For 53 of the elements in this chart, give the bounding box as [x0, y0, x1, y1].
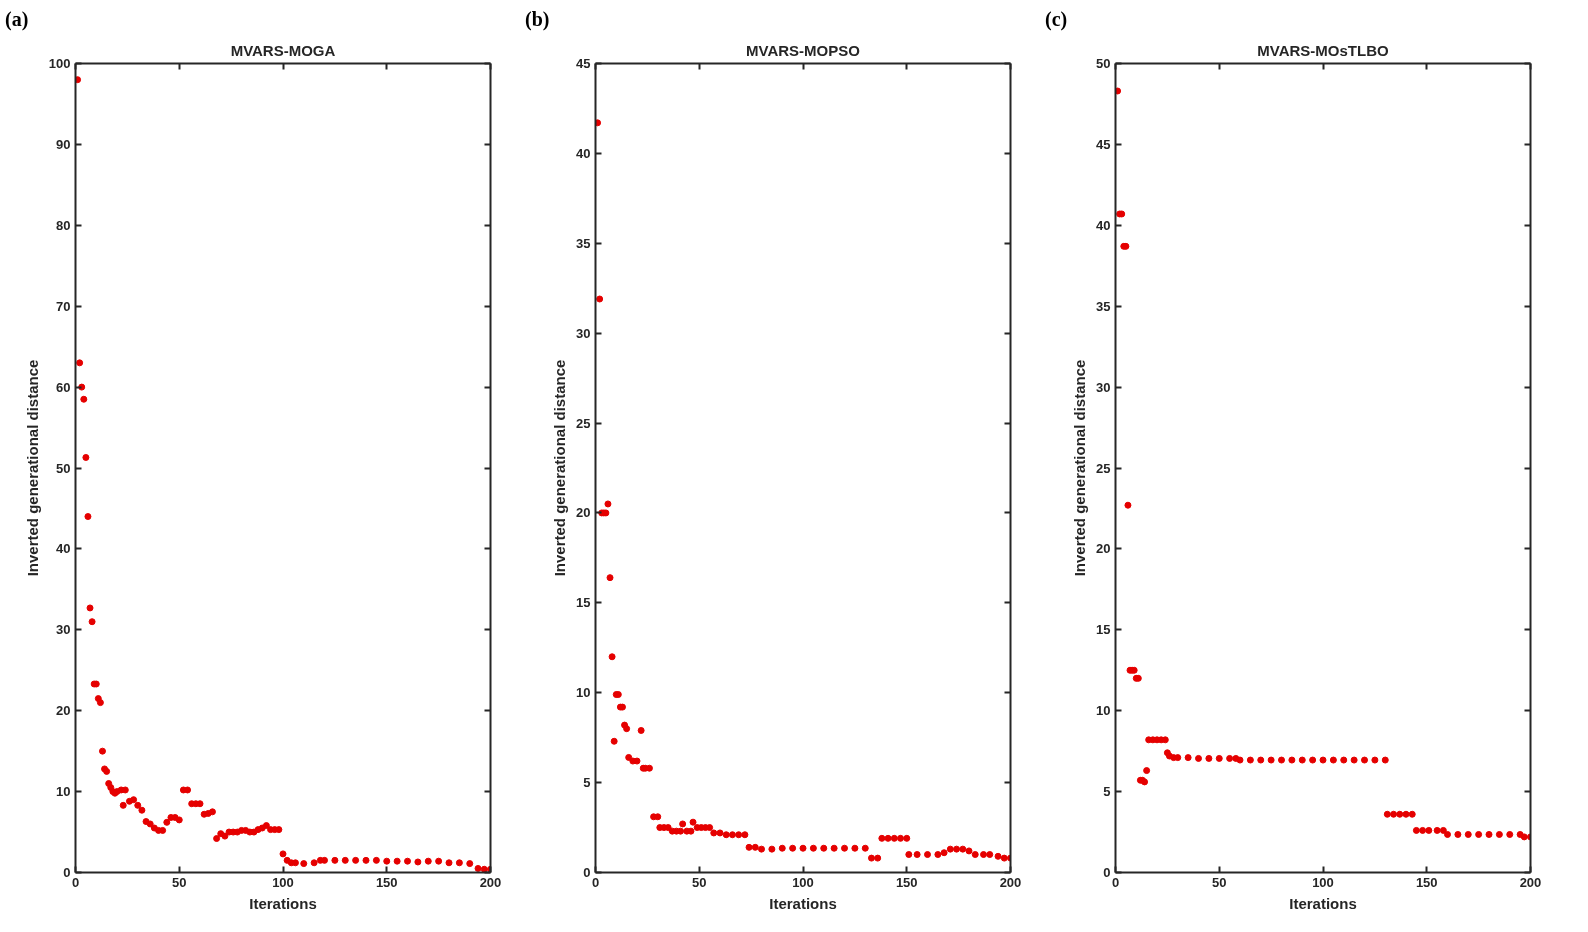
y-tick-label: 35	[576, 235, 591, 251]
y-tick-label: 10	[1096, 703, 1111, 719]
y-tick-label: 20	[56, 703, 71, 719]
y-axis-title: Inverted generational distance	[1071, 359, 1089, 577]
y-tick-label: 30	[576, 325, 591, 341]
x-tick-label: 200	[999, 874, 1022, 890]
y-tick-label: 10	[56, 784, 71, 800]
x-axis-title: Iterations	[769, 894, 837, 912]
y-tick-label: 90	[56, 136, 71, 152]
y-tick-label: 60	[56, 379, 71, 395]
text: (c)	[1045, 7, 1068, 33]
y-tick-label: 50	[56, 460, 71, 476]
y-tick-label: 30	[1096, 379, 1111, 395]
chart-title: MVARS-MOsTLBO	[1257, 41, 1390, 59]
x-tick-label: 100	[792, 874, 814, 890]
x-axis-title: Iterations	[1289, 894, 1357, 912]
x-tick-label: 50	[692, 874, 707, 890]
x-axis-title: Iterations	[249, 894, 317, 912]
text: (b)	[525, 7, 550, 33]
y-tick-label: 45	[576, 56, 591, 71]
y-tick-label: 15	[1096, 622, 1111, 638]
y-tick-label: 70	[56, 298, 71, 314]
x-tick-label: 150	[1415, 874, 1438, 890]
y-tick-label: 40	[1096, 217, 1111, 233]
x-tick-label: 150	[895, 874, 918, 890]
y-tick-label: 50	[1096, 56, 1111, 71]
y-tick-label: 80	[56, 217, 71, 233]
y-tick-label: 5	[1103, 784, 1111, 800]
y-axis-title: Inverted generational distance	[23, 359, 41, 577]
y-tick-label: 15	[576, 595, 591, 611]
y-tick-label: 40	[56, 541, 71, 557]
x-tick-label: 200	[1519, 874, 1542, 890]
x-tick-label: 50	[172, 874, 187, 890]
y-tick-label: 45	[1096, 136, 1111, 152]
y-tick-label: 20	[576, 505, 591, 521]
y-tick-label: 100	[48, 56, 71, 71]
chart-title: MVARS-MOPSO	[746, 41, 861, 59]
y-tick-label: 30	[56, 622, 71, 638]
y-tick-label: 20	[1096, 541, 1111, 557]
y-tick-label: 35	[1096, 298, 1111, 314]
y-axis-title: Inverted generational distance	[551, 359, 569, 577]
y-tick-label: 40	[576, 145, 591, 161]
chart-title: MVARS-MOGA	[230, 41, 336, 59]
x-tick-label: 100	[1312, 874, 1334, 890]
y-tick-label: 10	[576, 685, 591, 701]
x-tick-label: 50	[1212, 874, 1227, 890]
y-tick-label: 5	[583, 775, 591, 791]
x-tick-label: 200	[479, 874, 502, 890]
text: (a)	[5, 7, 29, 33]
x-tick-label: 100	[272, 874, 294, 890]
y-tick-label: 25	[576, 415, 591, 431]
y-tick-label: 25	[1096, 460, 1111, 476]
x-tick-label: 150	[375, 874, 398, 890]
